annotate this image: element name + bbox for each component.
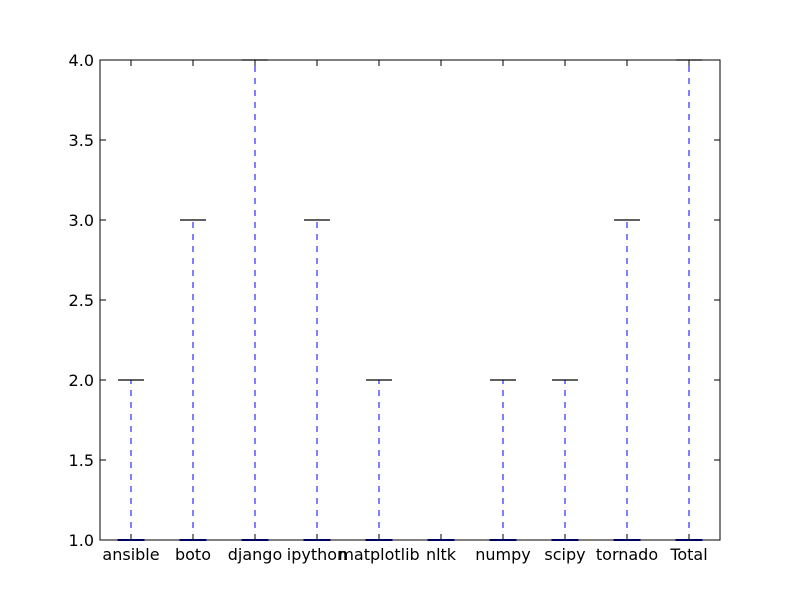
y-tick-label: 3.5: [69, 131, 94, 150]
y-axis: 1.0 1.5 2.0 2.5 3.0 3.5 4.0: [69, 51, 720, 550]
y-tick-label: 4.0: [69, 51, 94, 70]
x-tick-label-tornado: tornado: [596, 545, 658, 564]
y-tick-label: 2.0: [69, 371, 94, 390]
x-tick-label-numpy: numpy: [475, 545, 531, 564]
x-tick-label-ipython: ipython: [287, 545, 347, 564]
y-tick-label: 1.5: [69, 451, 94, 470]
x-tick-label-django: django: [228, 545, 283, 564]
x-tick-label-boto: boto: [175, 545, 211, 564]
x-tick-label-Total: Total: [669, 545, 707, 564]
x-tick-label-matplotlib: matplotlib: [338, 545, 419, 564]
x-tick-label-nltk: nltk: [426, 545, 457, 564]
x-tick-label-scipy: scipy: [544, 545, 585, 564]
x-tick-label-ansible: ansible: [102, 545, 159, 564]
y-tick-label: 3.0: [69, 211, 94, 230]
y-tick-label: 1.0: [69, 531, 94, 550]
y-tick-label: 2.5: [69, 291, 94, 310]
